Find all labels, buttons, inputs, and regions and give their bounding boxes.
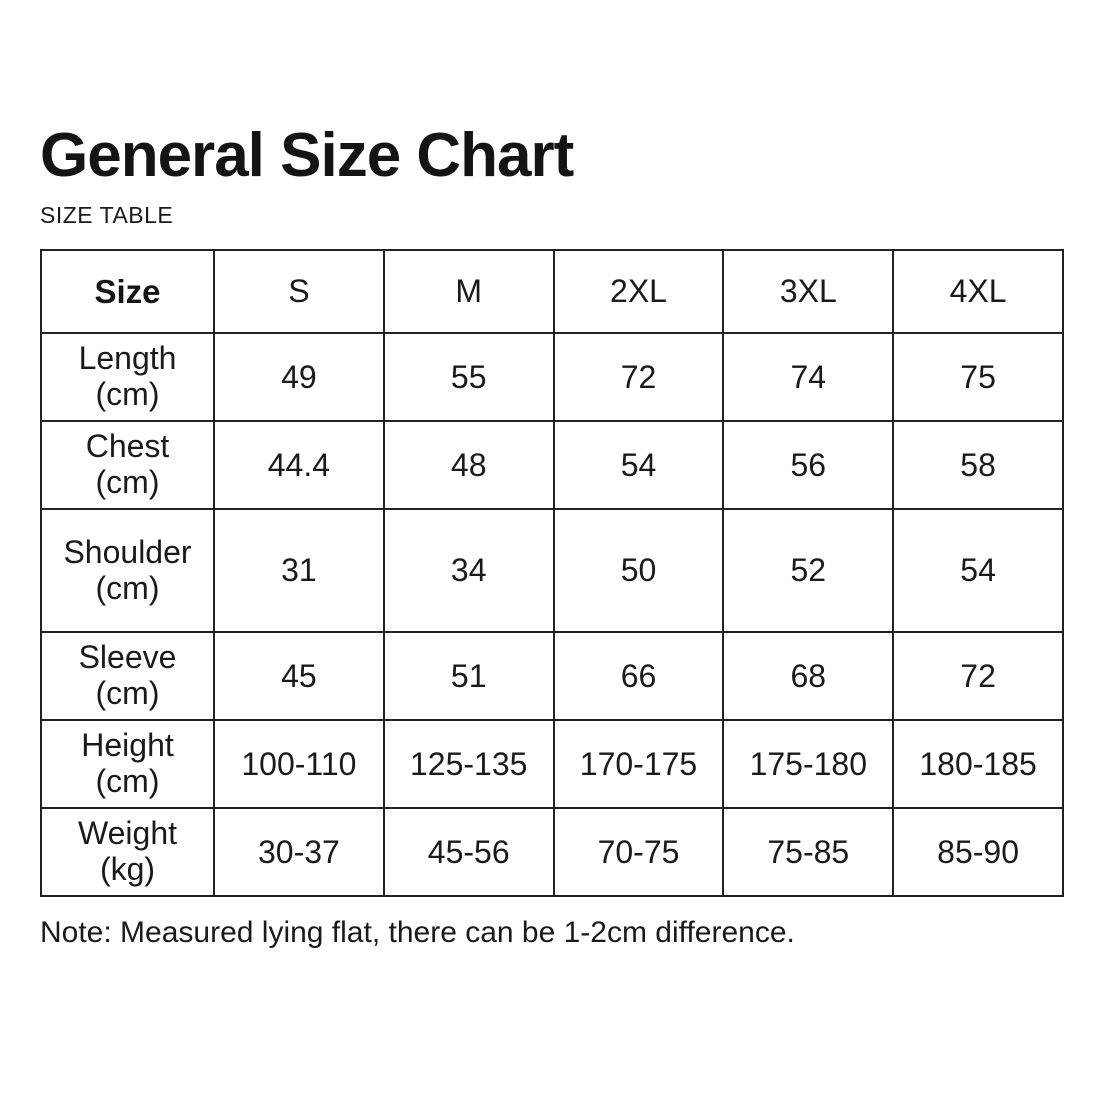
row-label-text: Shoulder <box>63 533 192 570</box>
table-cell: 30-37 <box>213 807 385 898</box>
table-row-weight: Weight (kg) 30-37 45-56 70-75 75-85 85-9… <box>40 807 1064 898</box>
row-label-text: Weight <box>77 815 177 852</box>
table-cell: 45 <box>213 631 385 722</box>
table-cell: 75 <box>892 332 1064 423</box>
row-label-sleeve: Sleeve (cm) <box>40 631 215 722</box>
table-cell: 52 <box>722 508 895 634</box>
table-cell: 180-185 <box>892 719 1064 810</box>
row-label-text: Height <box>81 727 174 764</box>
header-row: Size S M 2XL 3XL 4XL <box>40 249 1064 335</box>
table-cell: 66 <box>552 631 725 722</box>
row-label-unit: (cm) <box>95 763 160 800</box>
table-cell: 175-180 <box>722 719 895 810</box>
table-row-height: Height (cm) 100-110 125-135 170-175 175-… <box>40 719 1064 810</box>
size-table: Size S M 2XL 3XL 4XL Length (cm) 49 55 7… <box>40 249 1064 898</box>
page: General Size Chart SIZE TABLE Size S M 2… <box>40 121 1064 950</box>
column-header-s: S <box>213 249 385 335</box>
table-cell: 125-135 <box>382 719 555 810</box>
table-cell: 56 <box>722 420 895 511</box>
row-label-unit: (kg) <box>99 851 156 888</box>
table-row-chest: Chest (cm) 44.4 48 54 56 58 <box>40 420 1064 511</box>
table-cell: 72 <box>892 631 1064 722</box>
table-cell: 50 <box>552 508 725 634</box>
row-label-unit: (cm) <box>95 569 160 606</box>
table-cell: 44.4 <box>213 420 385 511</box>
row-label-text: Sleeve <box>78 639 177 676</box>
measurement-note: Note: Measured lying flat, there can be … <box>40 916 795 950</box>
row-label-unit: (cm) <box>95 675 160 712</box>
row-label-text: Length <box>78 340 177 377</box>
table-cell: 85-90 <box>892 807 1064 898</box>
table-cell: 68 <box>722 631 895 722</box>
row-label-length: Length (cm) <box>40 332 215 423</box>
row-label-weight: Weight (kg) <box>40 807 215 898</box>
table-cell: 72 <box>552 332 725 423</box>
table-cell: 48 <box>382 420 555 511</box>
row-label-height: Height (cm) <box>40 719 215 810</box>
table-cell: 70-75 <box>552 807 725 898</box>
table-cell: 55 <box>382 332 555 423</box>
column-header-m: M <box>382 249 555 335</box>
table-cell: 170-175 <box>552 719 725 810</box>
page-title: General Size Chart <box>40 121 574 190</box>
row-label-chest: Chest (cm) <box>40 420 215 511</box>
table-cell: 54 <box>892 508 1064 634</box>
table-cell: 49 <box>213 332 385 423</box>
row-label-unit: (cm) <box>95 376 160 413</box>
table-cell: 31 <box>213 508 385 634</box>
column-header-size: Size <box>40 249 215 335</box>
column-header-2xl: 2XL <box>552 249 725 335</box>
table-row-shoulder: Shoulder (cm) 31 34 50 52 54 <box>40 508 1064 634</box>
table-cell: 45-56 <box>382 807 555 898</box>
row-label-shoulder: Shoulder (cm) <box>40 508 215 634</box>
table-row-length: Length (cm) 49 55 72 74 75 <box>40 332 1064 423</box>
row-label-text: Chest <box>85 428 170 465</box>
column-header-4xl: 4XL <box>892 249 1064 335</box>
table-cell: 58 <box>892 420 1064 511</box>
column-header-3xl: 3XL <box>722 249 895 335</box>
table-cell: 75-85 <box>722 807 895 898</box>
table-cell: 34 <box>382 508 555 634</box>
row-label-unit: (cm) <box>95 464 160 501</box>
table-cell: 100-110 <box>213 719 385 810</box>
table-cell: 51 <box>382 631 555 722</box>
table-cell: 74 <box>722 332 895 423</box>
table-row-sleeve: Sleeve (cm) 45 51 66 68 72 <box>40 631 1064 722</box>
table-cell: 54 <box>552 420 725 511</box>
page-subtitle: SIZE TABLE <box>40 202 174 229</box>
